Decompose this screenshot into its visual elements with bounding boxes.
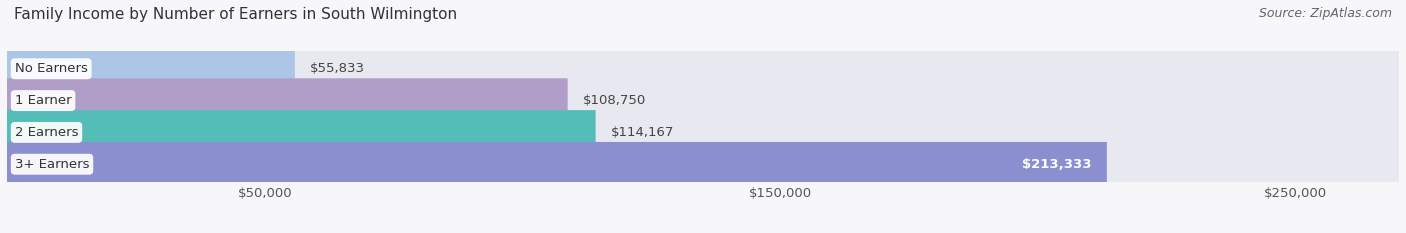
FancyBboxPatch shape <box>7 142 1399 186</box>
FancyBboxPatch shape <box>7 47 295 91</box>
Text: Source: ZipAtlas.com: Source: ZipAtlas.com <box>1258 7 1392 20</box>
FancyBboxPatch shape <box>7 47 1399 91</box>
FancyBboxPatch shape <box>7 142 1107 186</box>
Text: $213,333: $213,333 <box>1022 158 1091 171</box>
FancyBboxPatch shape <box>7 110 596 155</box>
Text: Family Income by Number of Earners in South Wilmington: Family Income by Number of Earners in So… <box>14 7 457 22</box>
Text: $114,167: $114,167 <box>612 126 675 139</box>
Text: $55,833: $55,833 <box>311 62 366 75</box>
FancyBboxPatch shape <box>7 78 568 123</box>
FancyBboxPatch shape <box>7 78 1399 123</box>
Text: 1 Earner: 1 Earner <box>15 94 72 107</box>
Text: $108,750: $108,750 <box>583 94 647 107</box>
Text: 2 Earners: 2 Earners <box>15 126 79 139</box>
Text: No Earners: No Earners <box>15 62 87 75</box>
FancyBboxPatch shape <box>7 110 1399 155</box>
Text: 3+ Earners: 3+ Earners <box>15 158 89 171</box>
